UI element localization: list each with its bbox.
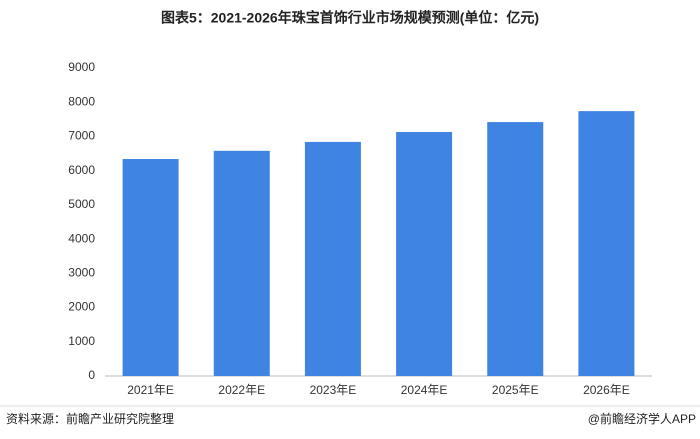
- y-tick-label: 4000: [68, 231, 95, 245]
- y-tick-label: 0: [88, 368, 95, 382]
- x-tick-label: 2024年E: [401, 383, 448, 397]
- y-tick-label: 3000: [68, 266, 95, 280]
- x-tick-label: 2021年E: [127, 383, 174, 397]
- x-tick-label: 2023年E: [310, 383, 357, 397]
- credit: @前瞻经济学人APP: [588, 411, 696, 426]
- y-tick-label: 6000: [68, 163, 95, 177]
- chart-title: 图表5：2021-2026年珠宝首饰行业市场规模预测(单位：亿元): [161, 10, 539, 26]
- bar: [304, 141, 361, 376]
- source: 资料来源：前瞻产业研究院整理: [6, 411, 174, 426]
- y-tick-label: 2000: [68, 300, 95, 314]
- y-tick-label: 7000: [68, 129, 95, 143]
- x-tick-label: 2026年E: [583, 383, 630, 397]
- y-tick-label: 5000: [68, 197, 95, 211]
- y-tick-label: 9000: [68, 60, 95, 74]
- x-tick-label: 2022年E: [218, 383, 265, 397]
- bar: [487, 122, 544, 377]
- bar: [213, 150, 270, 376]
- y-tick-label: 8000: [68, 94, 95, 108]
- x-tick-label: 2025年E: [492, 383, 539, 397]
- bar: [578, 111, 635, 377]
- bar: [122, 159, 179, 376]
- bar: [396, 131, 453, 376]
- y-tick-label: 1000: [68, 334, 95, 348]
